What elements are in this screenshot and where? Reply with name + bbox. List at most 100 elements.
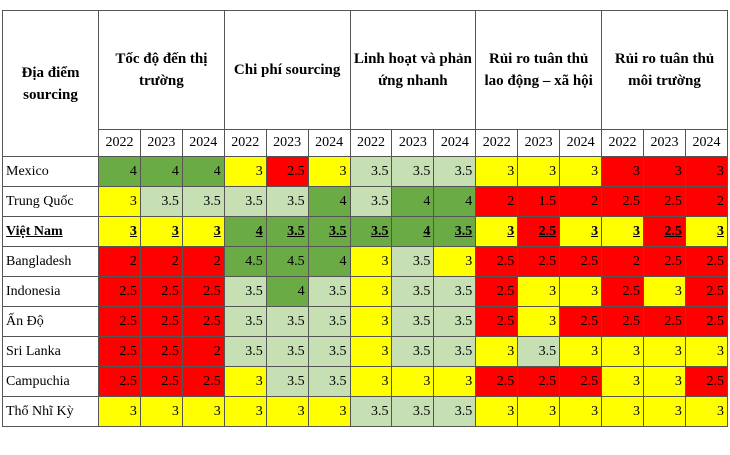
score-cell: 3 xyxy=(684,396,729,427)
score-cell: 2.5 xyxy=(98,306,141,337)
score-cell: 3 xyxy=(223,396,267,427)
score-cell: 3 xyxy=(475,396,519,427)
year-header: 2022 xyxy=(475,129,519,157)
score-cell: 3 xyxy=(517,156,561,187)
score-cell: 2.5 xyxy=(475,366,519,397)
score-cell: 3.5 xyxy=(265,306,309,337)
score-cell: 3 xyxy=(601,396,644,427)
data-row: Sri Lanka 2.5 2.5 2 3.5 3.5 3.5 3 3.5 3.5 3 3.5 3 3 3 3 xyxy=(2,336,729,367)
score-cell: 3.5 xyxy=(307,306,351,337)
score-cell: 3.5 xyxy=(391,396,435,427)
score-cell: 3.5 xyxy=(349,396,393,427)
score-cell: 3 xyxy=(475,336,519,367)
score-cell: 3 xyxy=(475,216,519,247)
score-cell: 3 xyxy=(349,306,393,337)
score-cell: 3.5 xyxy=(307,336,351,367)
score-cell: 3.5 xyxy=(391,336,435,367)
score-cell: 2 xyxy=(181,336,225,367)
score-cell: 2.5 xyxy=(139,336,183,367)
score-cell: 3.5 xyxy=(307,366,351,397)
score-cell: 3 xyxy=(98,396,141,427)
score-cell: 2.5 xyxy=(181,366,225,397)
year-header: 2024 xyxy=(181,129,225,157)
score-cell: 3 xyxy=(223,366,267,397)
score-cell: 3 xyxy=(265,396,309,427)
score-cell: 3.5 xyxy=(433,336,477,367)
score-cell: 3.5 xyxy=(433,276,477,307)
header-row: Địa điểm sourcing Tốc độ đến thị trường C… xyxy=(2,10,728,157)
score-cell: 2.5 xyxy=(181,306,225,337)
score-cell: 3 xyxy=(601,366,644,397)
data-row: Campuchia 2.5 2.5 2.5 3 3.5 3.5 3 3 3 2.5 2.5 2.5 3 3 2… xyxy=(2,366,729,397)
year-header: 2024 xyxy=(307,129,351,157)
score-cell: 3.5 xyxy=(391,306,435,337)
score-cell: 4 xyxy=(98,156,141,187)
score-cell: 2.5 xyxy=(475,246,519,277)
score-cell: 3.5 xyxy=(181,186,225,217)
score-cell: 3 xyxy=(684,216,729,247)
row-label: Bangladesh xyxy=(2,246,99,277)
score-cell: 3 xyxy=(181,396,225,427)
score-cell: 3 xyxy=(517,396,561,427)
score-cell: 2.5 xyxy=(517,366,561,397)
score-cell: 2.5 xyxy=(139,276,183,307)
year-header: 2024 xyxy=(684,129,729,157)
score-cell: 3 xyxy=(517,276,561,307)
score-cell: 2.5 xyxy=(642,216,686,247)
score-cell: 2.5 xyxy=(642,246,686,277)
score-cell: 3 xyxy=(684,156,729,187)
score-cell: 2.5 xyxy=(601,306,644,337)
score-cell: 3 xyxy=(391,366,435,397)
score-cell: 3.5 xyxy=(223,276,267,307)
score-cell: 2.5 xyxy=(601,186,644,217)
score-cell: 3 xyxy=(98,216,141,247)
score-cell: 3 xyxy=(307,396,351,427)
year-header: 2023 xyxy=(517,129,561,157)
score-cell: 2.5 xyxy=(98,366,141,397)
data-row: Việt Nam 3 3 3 4 3.5 3.5 3.5 4 3.5 3 2.5 3 3 2.5 3 xyxy=(2,216,729,247)
group-header: Rủi ro tuân thủ lao động – xã hội xyxy=(475,10,603,130)
year-header: 2023 xyxy=(391,129,435,157)
score-cell: 3 xyxy=(433,246,477,277)
score-cell: 3 xyxy=(684,336,729,367)
score-cell: 1.5 xyxy=(517,186,561,217)
score-cell: 3 xyxy=(349,246,393,277)
score-cell: 4.5 xyxy=(265,246,309,277)
score-cell: 2 xyxy=(139,246,183,277)
score-cell: 3 xyxy=(349,276,393,307)
score-cell: 3.5 xyxy=(139,186,183,217)
score-cell: 3.5 xyxy=(223,336,267,367)
score-cell: 2.5 xyxy=(684,246,729,277)
score-cell: 2.5 xyxy=(684,306,729,337)
score-cell: 4 xyxy=(391,186,435,217)
score-cell: 4 xyxy=(433,186,477,217)
year-header: 2022 xyxy=(349,129,393,157)
score-cell: 2.5 xyxy=(139,306,183,337)
year-header: 2023 xyxy=(139,129,183,157)
score-cell: 4.5 xyxy=(223,246,267,277)
corner-header: Địa điểm sourcing xyxy=(2,10,99,157)
score-cell: 2.5 xyxy=(98,276,141,307)
score-cell: 2.5 xyxy=(475,276,519,307)
year-header: 2022 xyxy=(601,129,644,157)
score-cell: 4 xyxy=(307,246,351,277)
score-cell: 3 xyxy=(223,156,267,187)
score-cell: 2.5 xyxy=(181,276,225,307)
score-cell: 2 xyxy=(601,246,644,277)
score-cell: 2 xyxy=(475,186,519,217)
score-cell: 3.5 xyxy=(223,306,267,337)
score-cell: 2 xyxy=(98,246,141,277)
score-cell: 4 xyxy=(223,216,267,247)
group-header: Tốc độ đến thị trường xyxy=(98,10,225,130)
data-row: Indonesia 2.5 2.5 2.5 3.5 4 3.5 3 3.5 3.5 2.5 3 3 2.5… xyxy=(2,276,729,307)
score-cell: 3 xyxy=(559,396,603,427)
score-cell: 3.5 xyxy=(307,216,351,247)
row-label: Indonesia xyxy=(2,276,99,307)
year-header: 2024 xyxy=(433,129,477,157)
score-cell: 2.5 xyxy=(642,186,686,217)
row-label: Thổ Nhĩ Kỳ xyxy=(2,396,99,427)
score-cell: 3 xyxy=(98,186,141,217)
sourcing-table: Địa điểm sourcing Tốc độ đến thị trường C… xyxy=(2,10,729,427)
score-cell: 2.5 xyxy=(265,156,309,187)
